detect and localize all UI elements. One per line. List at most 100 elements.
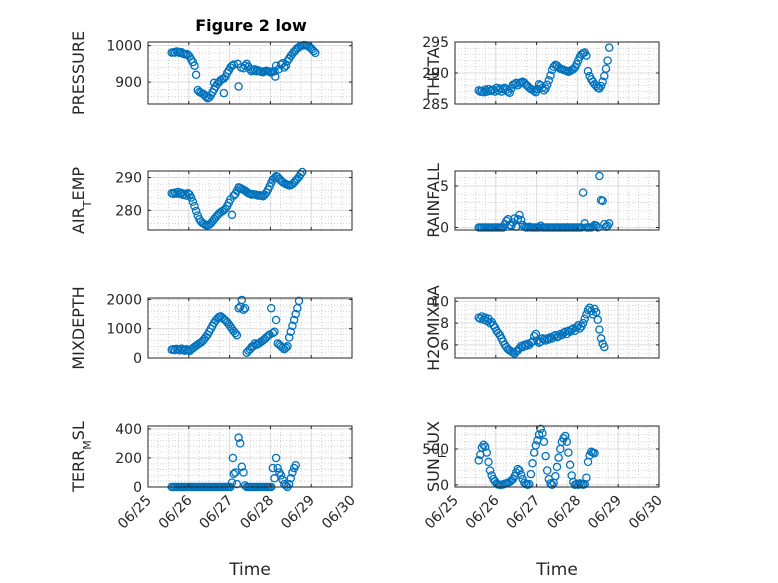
data-point (234, 303, 243, 313)
x-axis-label: Time (535, 560, 578, 580)
data-point (286, 327, 296, 336)
y-tick-label: 0 (133, 480, 142, 496)
data-point (271, 72, 280, 81)
data-point (232, 330, 242, 340)
y-tick-label: 1000 (106, 39, 142, 55)
minor-grid (147, 426, 353, 488)
data-point (278, 343, 287, 353)
data-point (505, 88, 514, 98)
data-point (480, 442, 490, 452)
data-point (590, 449, 599, 458)
y-axis-label-part: MIXDEPTH (69, 286, 88, 369)
y-axis-label: H2OMIXRA (424, 285, 443, 371)
data-point (528, 459, 537, 468)
axes-box (147, 170, 353, 231)
y-axis-label-part: RAINFALL (424, 163, 443, 238)
data-point (541, 451, 550, 461)
data-point (484, 457, 493, 467)
data-point (482, 448, 492, 457)
y-axis-label: PRESSURE (69, 31, 88, 115)
data-point (227, 478, 237, 487)
data-point (515, 210, 524, 220)
y-tick-label: 6 (440, 338, 449, 354)
y-axis-label-part: H2OMIXRA (424, 285, 443, 371)
data-point (536, 424, 545, 434)
data-point (578, 188, 588, 197)
data-point (288, 321, 297, 331)
data-point (281, 61, 291, 70)
data-point (516, 470, 526, 480)
data-series (167, 41, 320, 103)
data-series (474, 303, 609, 358)
data-point (547, 480, 557, 490)
y-tick-label: 0 (133, 351, 142, 367)
data-point (190, 201, 199, 211)
y-axis-label-part: TERR (69, 450, 88, 493)
y-tick-label: 8 (440, 316, 449, 332)
y-tick-label: 0 (440, 221, 449, 237)
data-point (551, 471, 560, 481)
data-point (191, 70, 201, 80)
axes-box (454, 297, 660, 359)
data-point (274, 65, 283, 74)
data-point (582, 473, 591, 482)
y-axis-label-part: THETA (424, 47, 443, 99)
data-point (231, 468, 240, 477)
axes-box (147, 297, 353, 359)
data-point (474, 456, 483, 465)
data-point (595, 171, 604, 181)
data-point (209, 78, 219, 88)
data-point (201, 92, 211, 101)
data-point (591, 221, 601, 231)
data-point (180, 189, 189, 199)
data-point (513, 214, 523, 224)
y-axis-label-part: LUX (424, 421, 443, 452)
y-tick-label: 10 (431, 294, 449, 310)
data-point (240, 303, 250, 313)
data-point (542, 466, 552, 475)
data-point (544, 76, 554, 85)
y-axis-label-part: EMP (69, 167, 88, 201)
data-point (239, 305, 248, 314)
y-tick-label: 5 (440, 179, 449, 195)
y-axis-label-subscript: F (436, 452, 449, 458)
data-point (591, 307, 601, 317)
data-point (596, 334, 606, 343)
y-axis-label-subscript: T (81, 200, 94, 208)
y-axis-label-part: SUN (424, 458, 443, 492)
data-point (542, 80, 552, 90)
data-series (474, 424, 599, 490)
y-axis-label: RAINFALL (424, 163, 443, 238)
data-point (229, 60, 238, 69)
data-point (186, 193, 196, 202)
data-point (232, 479, 242, 489)
data-point (598, 77, 607, 86)
y-axis-label: SUNFLUX (424, 421, 449, 492)
data-point (498, 84, 508, 94)
data-point (271, 453, 281, 463)
data-point (235, 439, 245, 448)
y-axis-label-part: PRESSURE (69, 31, 88, 115)
data-point (273, 463, 282, 473)
data-point (578, 318, 588, 328)
data-point (237, 295, 247, 305)
y-axis-label: AIRTEMP (69, 167, 94, 234)
data-point (593, 223, 603, 232)
data-series (167, 295, 304, 357)
data-point (227, 210, 237, 220)
data-point (562, 437, 572, 447)
data-point (526, 469, 536, 479)
data-point (480, 85, 490, 94)
data-point (603, 56, 612, 65)
y-axis-label-subscript: M (81, 440, 94, 450)
data-point (525, 479, 534, 489)
data-point (595, 325, 604, 334)
minor-grid (454, 298, 660, 359)
data-point (271, 315, 281, 325)
data-series (474, 43, 614, 98)
y-axis-label-part: AIR (69, 207, 88, 234)
subplot-air-temp: 280 290 AIRTEMP (69, 167, 353, 234)
